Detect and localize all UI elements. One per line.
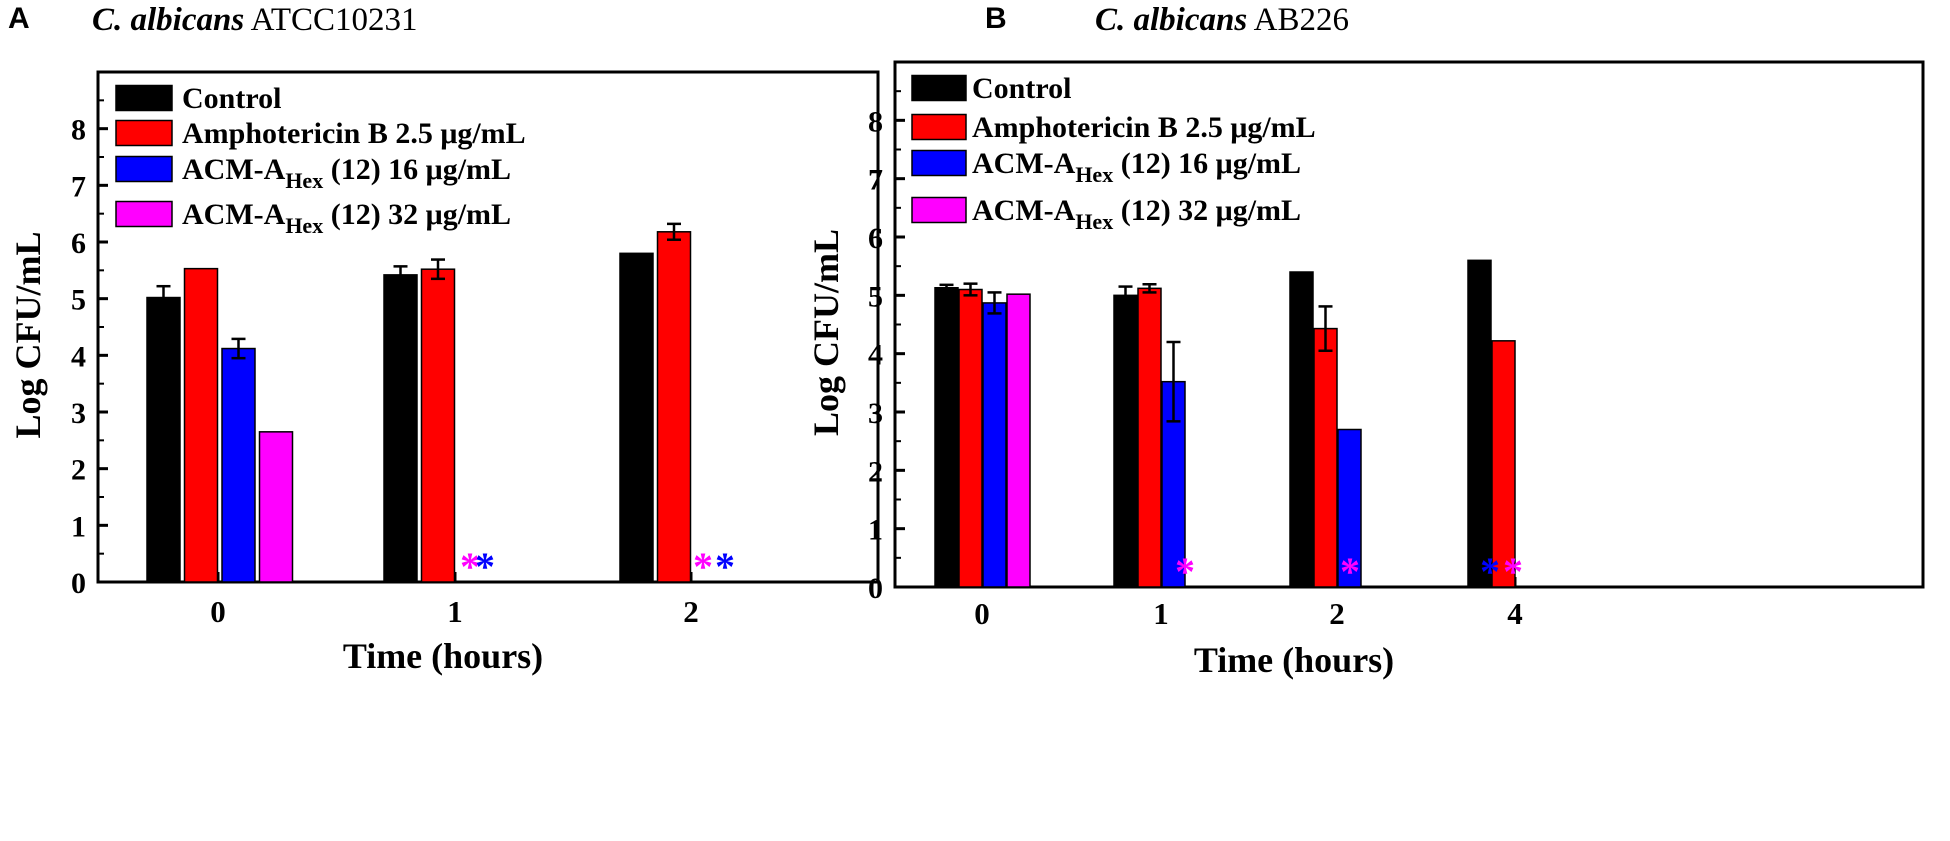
legend-swatch: [115, 119, 173, 147]
bar: [1113, 294, 1138, 588]
title-strain: AB226: [1253, 2, 1349, 38]
title-species: C. albicans: [1095, 2, 1248, 38]
legend-swatch: [115, 200, 173, 228]
x-tick-label: 2: [683, 594, 699, 629]
x-tick-label: 4: [1507, 596, 1523, 631]
title-species: C. albicans: [92, 2, 245, 38]
significance-marker: *: [475, 544, 495, 589]
bar: [258, 431, 294, 583]
y-tick-label: 7: [868, 164, 883, 197]
legend-swatch: [911, 149, 967, 177]
bar: [146, 296, 181, 583]
bar: [1313, 327, 1338, 588]
bar: [383, 274, 418, 583]
x-tick-label: 0: [974, 596, 990, 631]
legend-swatch: [115, 155, 173, 183]
significance-marker: *: [693, 544, 713, 589]
y-tick-label: 8: [71, 114, 86, 147]
significance-marker: *: [1340, 549, 1360, 594]
y-tick-label: 3: [71, 397, 86, 430]
bar: [1467, 259, 1492, 588]
y-tick-label: 4: [868, 339, 883, 372]
bar: [656, 231, 692, 583]
x-tick-label: 1: [447, 594, 463, 629]
title-strain: ATCC10231: [250, 2, 418, 38]
x-tick-label: 2: [1329, 596, 1345, 631]
bar: [1137, 287, 1162, 588]
bar: [221, 347, 256, 583]
legend-label: Control: [182, 82, 281, 115]
legend-label: ACM-AHex (12) 32 μg/mL: [972, 194, 1301, 234]
legend-label: Amphotericin B 2.5 μg/mL: [182, 117, 526, 150]
bar: [1337, 428, 1362, 588]
bar: [420, 268, 456, 583]
legend-label: ACM-AHex (12) 16 μg/mL: [182, 153, 511, 193]
legend-label: ACM-AHex (12) 16 μg/mL: [972, 147, 1301, 187]
y-tick-label: 6: [868, 222, 883, 255]
bar: [982, 302, 1007, 588]
bar: [619, 252, 654, 583]
y-axis-label: Log CFU/mL: [806, 229, 846, 436]
y-tick-label: 1: [71, 510, 86, 543]
legend-label: Control: [972, 72, 1071, 105]
y-tick-label: 0: [71, 567, 86, 600]
significance-marker: *: [460, 544, 480, 589]
y-axis-label: Log CFU/mL: [8, 232, 48, 439]
bar: [934, 287, 959, 588]
bar: [1491, 340, 1516, 588]
bar: [1289, 271, 1314, 588]
panel-letter: A: [8, 2, 30, 35]
legend-label: ACM-AHex (12) 32 μg/mL: [182, 198, 511, 238]
legend-swatch: [911, 196, 967, 224]
significance-marker: *: [1480, 549, 1500, 594]
y-tick-label: 0: [868, 572, 883, 605]
y-tick-label: 6: [71, 227, 86, 260]
panel-a: A C. albicans ATCC10231 0 1 2 3 4 5 6 7 8 0 1 2 Time…: [8, 2, 880, 676]
legend-label: Amphotericin B 2.5 μg/mL: [972, 111, 1316, 144]
y-tick-label: 1: [868, 514, 883, 547]
x-axis-label: Time (hours): [343, 636, 543, 676]
legend-swatch: [911, 113, 967, 141]
y-tick-label: 8: [868, 105, 883, 138]
chart-title: C. albicans ATCC10231: [92, 2, 418, 39]
y-tick-label: 7: [71, 170, 86, 203]
legend-swatch: [115, 84, 173, 112]
chart-title: C. albicans AB226: [1095, 2, 1349, 39]
significance-marker: *: [1175, 549, 1195, 594]
y-tick-label: 5: [868, 280, 883, 313]
y-tick-label: 5: [71, 284, 86, 317]
significance-marker: *: [715, 544, 735, 589]
bar: [958, 288, 983, 588]
y-tick-label: 4: [71, 340, 86, 373]
panel-b: B C. albicans AB226 0 1 2 3 4 5 6 7 8 0 1 2 4 Time (h…: [806, 0, 1950, 841]
y-tick-label: 3: [868, 397, 883, 430]
x-tick-label: 0: [210, 594, 226, 629]
significance-marker: *: [1503, 549, 1523, 594]
x-tick-label: 1: [1153, 596, 1169, 631]
x-axis-label: Time (hours): [1194, 640, 1394, 680]
legend-swatch: [911, 74, 967, 102]
bar: [1006, 293, 1031, 588]
y-tick-label: 2: [868, 455, 883, 488]
y-tick-label: 2: [71, 454, 86, 487]
panel-letter: B: [985, 2, 1007, 35]
bar: [183, 267, 219, 583]
